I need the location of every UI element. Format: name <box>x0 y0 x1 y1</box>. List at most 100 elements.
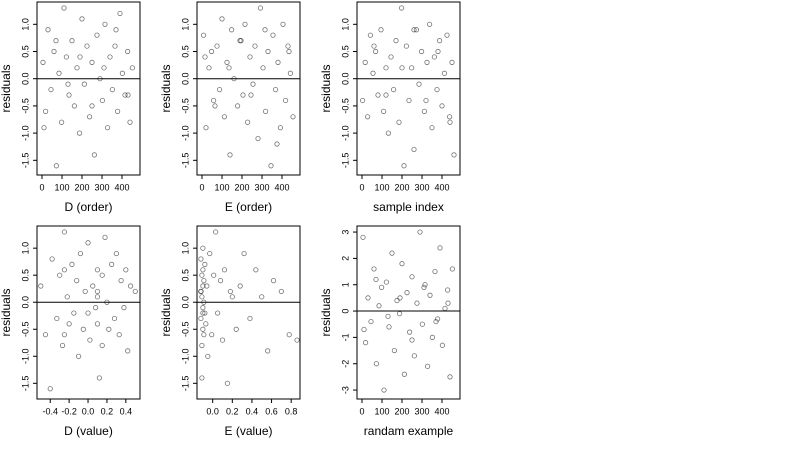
point <box>413 27 419 33</box>
x-tick-label: 0.4 <box>246 406 259 416</box>
point <box>396 119 402 125</box>
point <box>201 332 207 338</box>
x-tick-label: 0 <box>359 406 364 416</box>
y-tick-label: 1.0 <box>180 18 190 31</box>
point <box>132 288 138 295</box>
point <box>80 326 86 332</box>
point <box>105 125 111 131</box>
point <box>226 65 232 71</box>
point <box>265 348 271 354</box>
point <box>385 130 391 136</box>
point <box>429 125 435 131</box>
point <box>414 300 420 306</box>
y-tick-label: 2 <box>340 256 350 261</box>
y-tick-label: -0.5 <box>340 98 350 114</box>
point <box>371 266 377 272</box>
point <box>87 114 93 120</box>
point <box>102 234 108 240</box>
x-tick-label: 0 <box>39 182 44 192</box>
point <box>449 266 455 272</box>
point <box>59 342 66 349</box>
y-tick-label: -1.5 <box>180 153 190 169</box>
point <box>38 283 44 289</box>
point <box>235 103 241 109</box>
point <box>211 97 217 104</box>
y-tick-label: 0.0 <box>20 296 30 309</box>
point <box>224 59 230 65</box>
point <box>416 81 422 87</box>
point <box>240 92 246 98</box>
point <box>409 337 415 343</box>
point <box>442 305 448 312</box>
y-tick-label: -1 <box>340 333 350 341</box>
point <box>65 81 71 87</box>
point <box>61 229 68 235</box>
point <box>74 278 80 284</box>
point <box>250 81 256 87</box>
y-tick-label: 0.0 <box>340 72 350 85</box>
point <box>125 48 131 55</box>
y-axis-label: residuals <box>159 288 173 336</box>
plot-box <box>36 225 141 400</box>
point <box>390 86 397 93</box>
point <box>219 337 226 343</box>
point <box>229 294 235 300</box>
y-tick-label: 1 <box>340 282 350 287</box>
y-tick-label: -1.5 <box>20 153 30 169</box>
point <box>431 54 437 60</box>
point <box>217 86 223 93</box>
point <box>434 86 440 93</box>
x-axis-label: D (order) <box>64 200 112 214</box>
point <box>115 108 121 114</box>
y-tick-label: -1.5 <box>180 376 190 392</box>
point <box>439 103 445 109</box>
point <box>376 303 382 309</box>
point <box>77 130 83 136</box>
point <box>422 282 428 288</box>
point <box>286 332 292 338</box>
point <box>69 38 75 44</box>
point <box>66 321 72 327</box>
x-tick-label: 0.2 <box>226 406 239 416</box>
point <box>406 97 412 104</box>
point <box>287 70 293 76</box>
point <box>202 54 208 60</box>
point <box>370 70 376 76</box>
y-tick-label: -1.0 <box>20 125 30 141</box>
point <box>215 310 221 316</box>
x-tick-label: 0.0 <box>206 406 219 416</box>
point <box>106 326 112 332</box>
point <box>127 119 133 125</box>
point <box>380 108 387 114</box>
x-tick-label: 100 <box>54 182 69 192</box>
point <box>362 59 368 65</box>
point <box>45 27 51 33</box>
point <box>61 267 68 273</box>
point <box>389 250 395 256</box>
point <box>119 70 126 76</box>
point <box>418 48 425 55</box>
point <box>122 92 128 98</box>
point <box>116 332 122 338</box>
y-tick-label: 0.5 <box>180 269 190 282</box>
point <box>209 332 215 338</box>
point <box>99 97 106 104</box>
point <box>383 65 389 71</box>
point <box>439 342 445 348</box>
x-tick-label: 300 <box>414 182 429 192</box>
point <box>61 5 67 11</box>
point <box>90 283 96 289</box>
point <box>217 278 224 284</box>
point <box>270 278 277 284</box>
point <box>58 119 65 125</box>
y-axis-label: residuals <box>319 288 333 336</box>
x-tick-label: 300 <box>414 406 429 416</box>
y-tick-label: 0.5 <box>20 45 30 58</box>
point <box>49 256 55 262</box>
point <box>207 250 213 257</box>
point <box>404 290 410 296</box>
point <box>123 267 129 273</box>
point <box>198 256 204 262</box>
x-tick-label: 200 <box>394 406 409 416</box>
